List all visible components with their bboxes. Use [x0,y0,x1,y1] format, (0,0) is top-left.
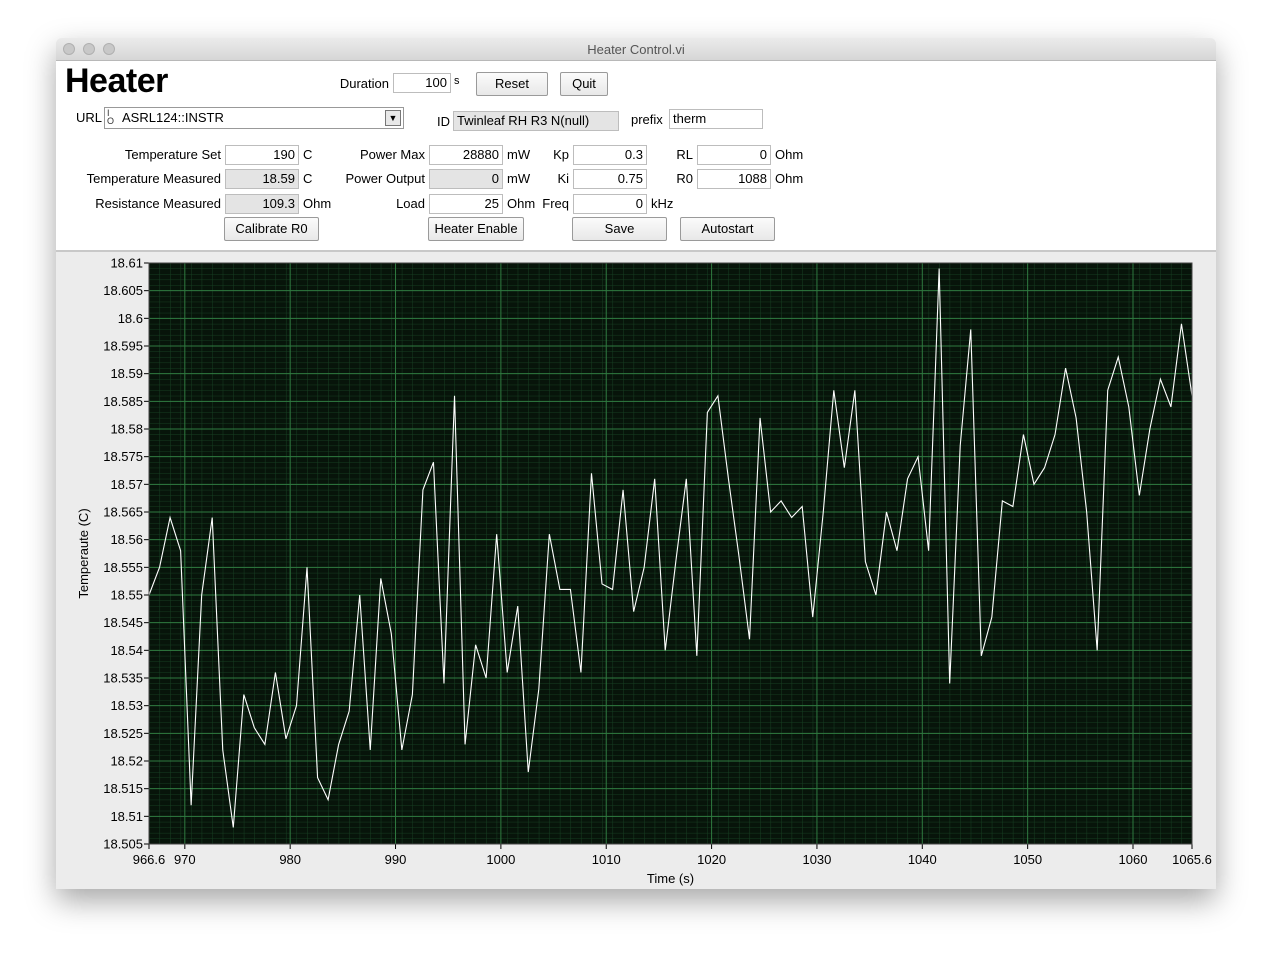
duration-label: Duration [339,76,389,91]
x-tick-label: 1030 [802,852,831,867]
y-tick-label: 18.605 [103,283,143,298]
x-tick-label: 980 [279,852,301,867]
close-button[interactable] [63,43,75,55]
x-tick-label: 1000 [486,852,515,867]
x-tick-label: 970 [174,852,196,867]
field-unit: Ohm [775,171,804,186]
id-label: ID [437,114,450,129]
url-select[interactable]: ASRL124::INSTR [104,107,404,129]
field-label: Temperature Set [124,147,221,162]
x-tick-label: 1050 [1013,852,1042,867]
y-tick-label: 18.52 [110,754,143,769]
field-label: Resistance Measured [95,196,221,211]
x-tick-label: 966.6 [133,852,166,867]
y-tick-label: 18.585 [103,394,143,409]
field-label: Power Output [345,171,426,186]
window-title: Heater Control.vi [587,42,685,57]
field-label: Power Max [359,147,425,162]
field-unit: Ohm [507,196,536,211]
field-input: 18.59 [225,169,299,189]
data-line [148,268,1193,828]
y-tick-label: 18.56 [110,532,143,547]
field-label: RL [676,147,693,162]
prefix-input[interactable]: therm [669,109,763,129]
y-tick-label: 18.515 [103,781,143,796]
y-tick-label: 18.57 [110,477,143,492]
y-axis-label: Temperaute (C) [76,508,91,598]
x-tick-label: 1010 [592,852,621,867]
field-unit: Ohm [775,147,804,162]
field-label: Freq [542,196,569,211]
y-tick-label: 18.51 [110,809,143,824]
field-label: R0 [676,171,693,186]
y-tick-label: 18.525 [103,726,143,741]
button[interactable]: Save [572,217,667,241]
button[interactable]: Quit [560,72,608,96]
field-input: 0 [429,169,503,189]
field-unit: mW [507,171,531,186]
field-input[interactable]: 0 [697,145,771,165]
y-tick-label: 18.59 [110,366,143,381]
y-tick-label: 18.595 [103,339,143,354]
field-input: 109.3 [225,194,299,214]
x-tick-label: 1020 [697,852,726,867]
y-tick-label: 18.6 [118,311,143,326]
title-bar: Heater Control.vi [56,38,1216,61]
field-unit: C [303,171,313,186]
field-input[interactable]: 25 [429,194,503,214]
y-tick-label: 18.61 [110,256,143,271]
y-tick-label: 18.58 [110,422,143,437]
field-input[interactable]: 28880 [429,145,503,165]
field-unit: Ohm [303,196,332,211]
url-label: URL [76,110,103,125]
y-tick-label: 18.535 [103,671,143,686]
button[interactable]: Reset [476,72,548,96]
x-tick-label: 990 [385,852,407,867]
plot-border [148,262,1193,845]
button[interactable]: Calibrate R0 [224,217,319,241]
dropdown-arrow[interactable]: ▼ [385,110,401,126]
field-unit: kHz [651,196,674,211]
field-input[interactable]: 1088 [697,169,771,189]
prefix-label: prefix [631,112,663,127]
x-tick-label: 1060 [1119,852,1148,867]
x-tick-label: 1040 [908,852,937,867]
field-label: Load [396,196,425,211]
field-unit: mW [507,147,531,162]
field-input[interactable]: 0.75 [573,169,647,189]
zoom-button[interactable] [103,43,115,55]
y-tick-label: 18.505 [103,837,143,852]
y-tick-label: 18.565 [103,505,143,520]
y-tick-label: 18.55 [110,588,143,603]
duration-unit: s [454,75,460,87]
field-input[interactable]: 190 [225,145,299,165]
field-input[interactable]: 0.3 [573,145,647,165]
heading: Heater [65,62,168,100]
y-tick-label: 18.555 [103,560,143,575]
field-label: Ki [557,171,569,186]
duration-input[interactable]: 100 [393,73,451,93]
y-tick-label: 18.53 [110,698,143,713]
y-tick-label: 18.575 [103,449,143,464]
minimize-button[interactable] [83,43,95,55]
minor-grid [149,263,1192,844]
field-unit: C [303,147,313,162]
field-input[interactable]: 0 [573,194,647,214]
id-display: Twinleaf RH R3 N(null) [453,111,619,131]
button[interactable]: Heater Enable [428,217,524,241]
button[interactable]: Autostart [680,217,775,241]
x-axis-label: Time (s) [647,871,694,886]
field-label: Temperature Measured [86,171,221,186]
field-label: Kp [553,147,569,162]
x-tick-label: 1065.6 [1172,852,1212,867]
y-tick-label: 18.545 [103,615,143,630]
y-tick-label: 18.54 [110,643,143,658]
